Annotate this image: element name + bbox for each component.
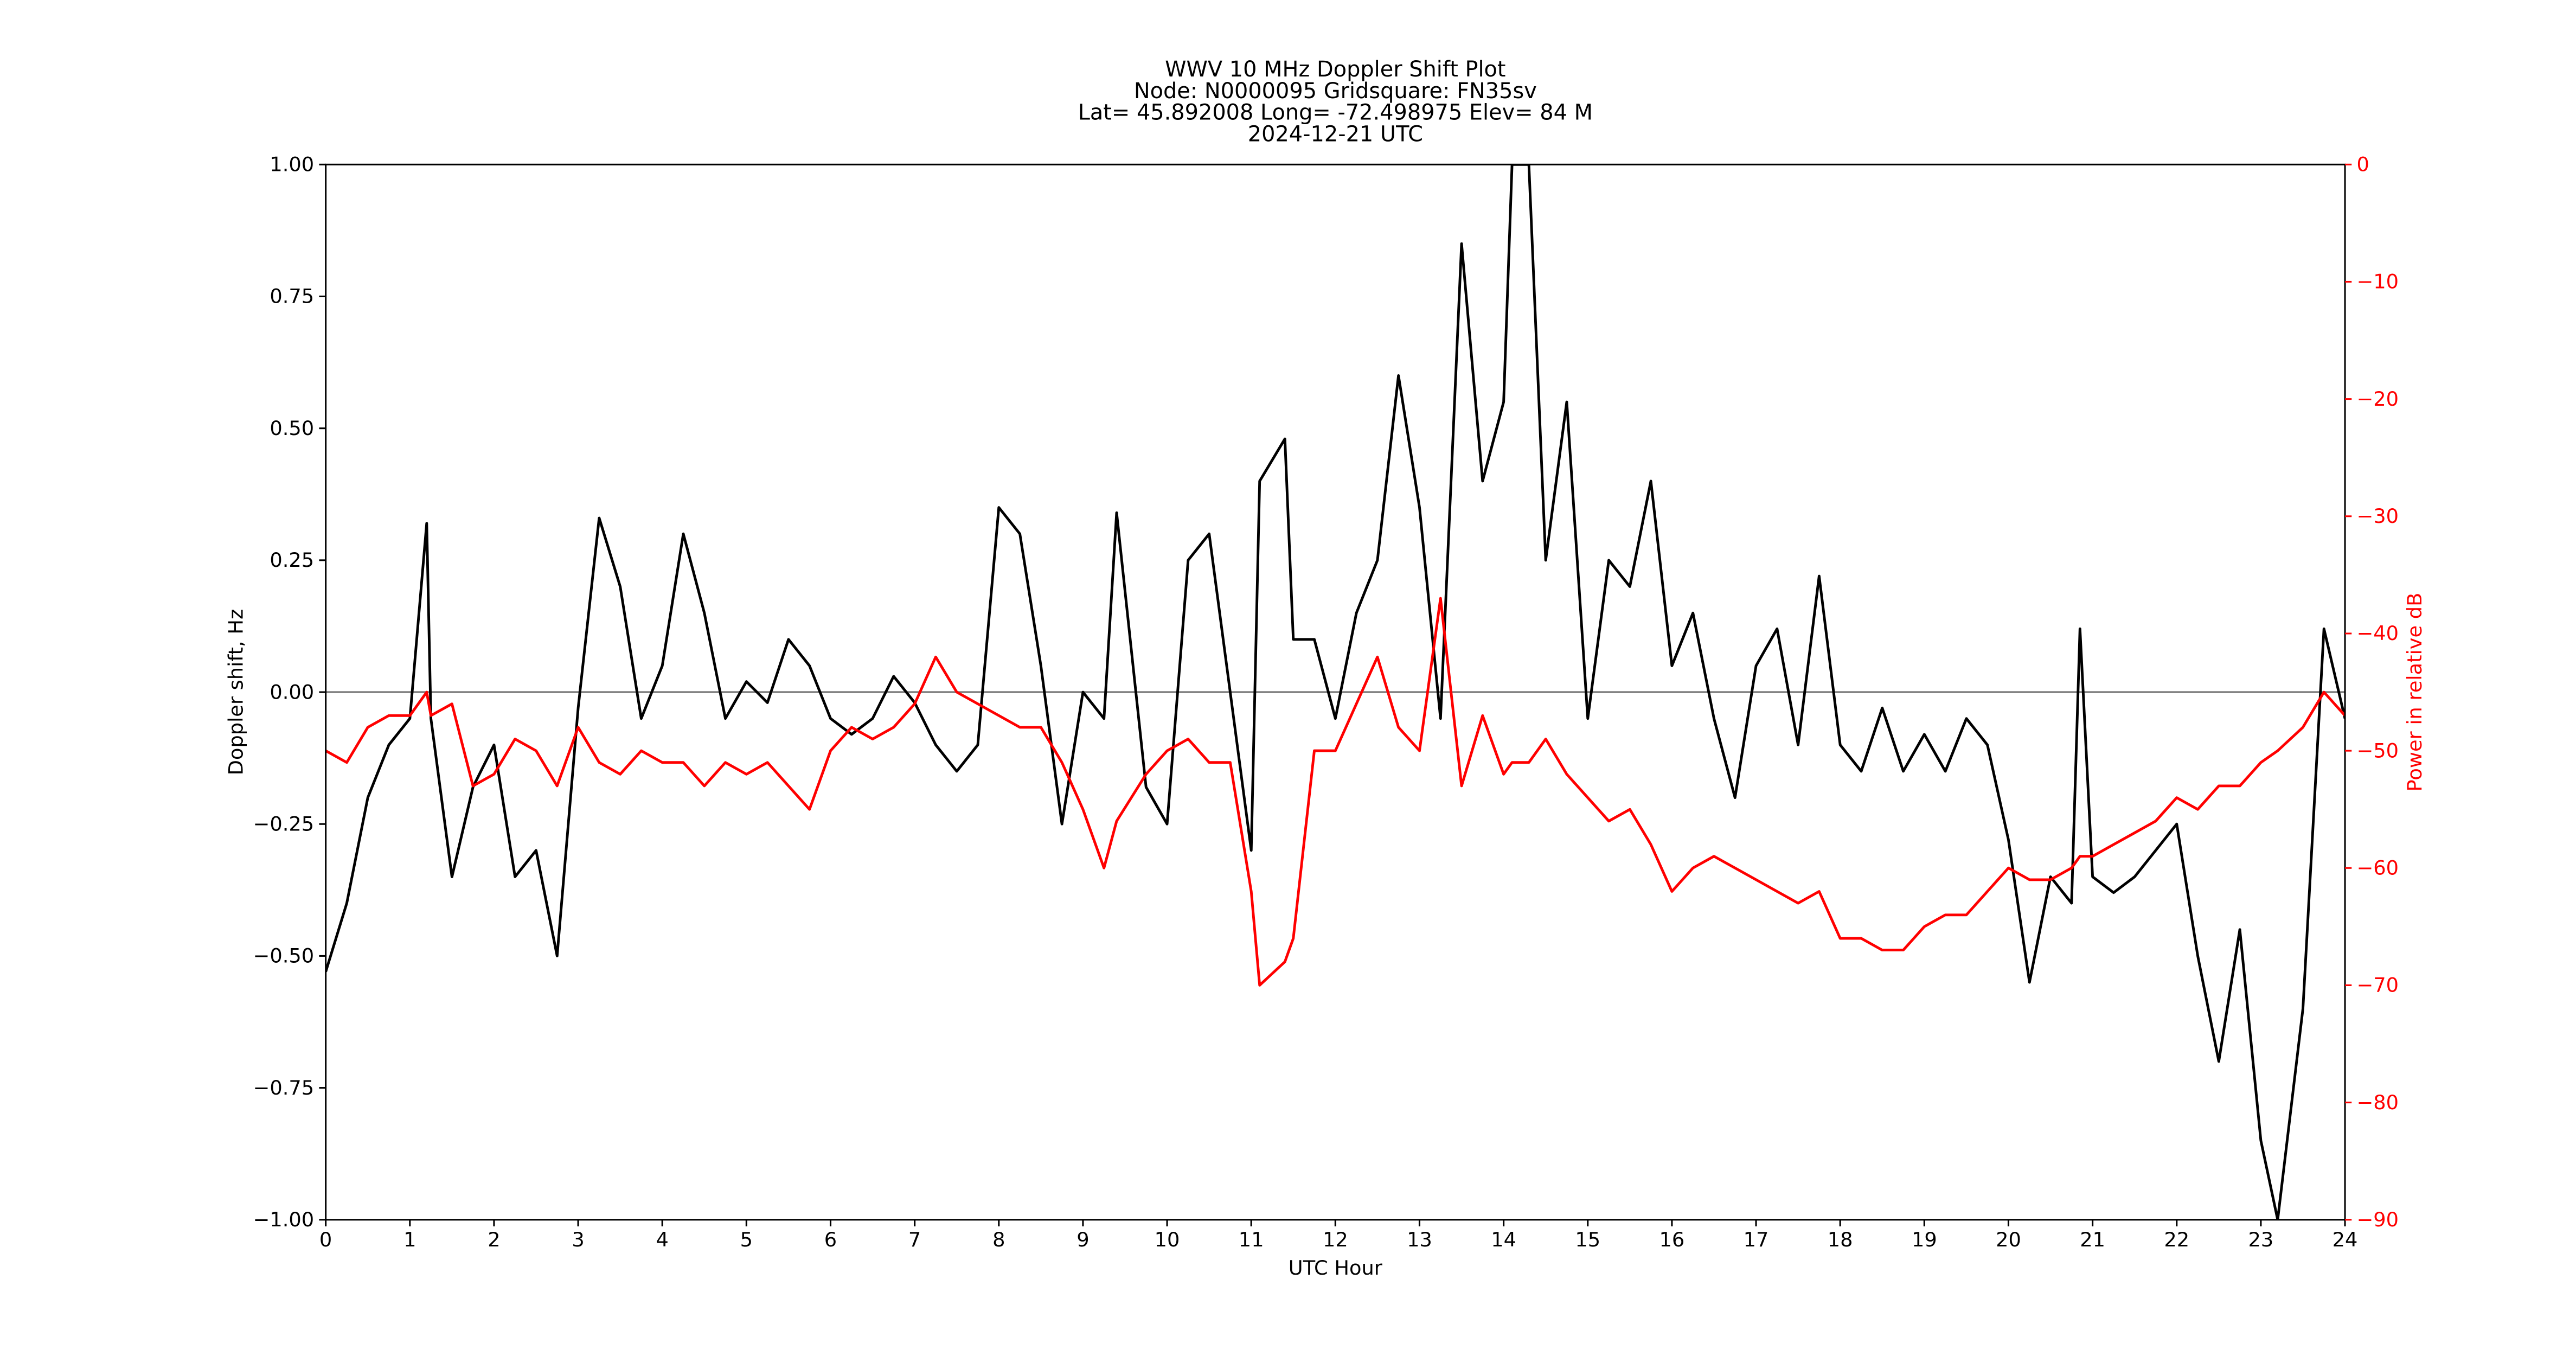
- x-tick-label: 1: [403, 1228, 416, 1251]
- x-tick-label: 21: [2080, 1228, 2105, 1251]
- x-tick-label: 8: [992, 1228, 1005, 1251]
- chart-title: Lat= 45.892008 Long= -72.498975 Elev= 84…: [1078, 100, 1593, 125]
- chart-title: 2024-12-21 UTC: [1248, 121, 1423, 146]
- x-tick-label: 24: [2333, 1228, 2358, 1251]
- x-tick-label: 4: [656, 1228, 669, 1251]
- x-tick-label: 17: [1744, 1228, 1769, 1251]
- y2-tick-label: −70: [2356, 974, 2399, 997]
- y2-tick-label: −30: [2356, 504, 2399, 528]
- y-tick-label: 0.00: [270, 680, 314, 703]
- x-tick-label: 2: [488, 1228, 500, 1251]
- y2-tick-label: −50: [2356, 739, 2399, 762]
- y2-tick-label: −80: [2356, 1091, 2399, 1114]
- x-tick-label: 9: [1076, 1228, 1089, 1251]
- chart-title: Node: N0000095 Gridsquare: FN35sv: [1134, 79, 1537, 104]
- y2-axis-label: Power in relative dB: [2403, 593, 2426, 792]
- x-tick-label: 13: [1407, 1228, 1432, 1251]
- y2-tick-label: 0: [2356, 153, 2369, 176]
- y-tick-label: −0.25: [253, 812, 315, 835]
- x-tick-label: 12: [1323, 1228, 1348, 1251]
- x-tick-label: 20: [1996, 1228, 2021, 1251]
- y-tick-label: 1.00: [270, 153, 314, 176]
- y-tick-label: −0.75: [253, 1076, 315, 1099]
- chart-title: WWV 10 MHz Doppler Shift Plot: [1165, 57, 1505, 82]
- x-tick-label: 18: [1828, 1228, 1853, 1251]
- y2-tick-label: −90: [2356, 1208, 2399, 1231]
- x-tick-label: 5: [740, 1228, 753, 1251]
- y2-tick-label: −20: [2356, 387, 2399, 411]
- x-tick-label: 0: [319, 1228, 332, 1251]
- x-tick-label: 3: [572, 1228, 584, 1251]
- y2-tick-label: −60: [2356, 856, 2399, 880]
- y-tick-label: 0.50: [270, 417, 314, 440]
- y2-tick-label: −40: [2356, 622, 2399, 645]
- data-line: [325, 164, 2346, 1220]
- x-tick-label: 23: [2248, 1228, 2274, 1251]
- y-tick-label: 0.25: [270, 548, 314, 572]
- x-tick-label: 15: [1575, 1228, 1600, 1251]
- x-tick-label: 22: [2164, 1228, 2189, 1251]
- x-axis-label: UTC Hour: [1289, 1256, 1383, 1280]
- y-tick-label: 0.75: [270, 285, 314, 308]
- x-tick-label: 10: [1155, 1228, 1180, 1251]
- x-tick-label: 6: [824, 1228, 837, 1251]
- x-tick-label: 14: [1491, 1228, 1516, 1251]
- x-tick-label: 7: [908, 1228, 921, 1251]
- x-tick-label: 16: [1659, 1228, 1685, 1251]
- y2-tick-label: −10: [2356, 270, 2399, 293]
- x-tick-label: 11: [1239, 1228, 1264, 1251]
- y-axis-label: Doppler shift, Hz: [224, 609, 247, 776]
- x-tick-label: 19: [1912, 1228, 1937, 1251]
- y-tick-label: −0.50: [253, 944, 315, 968]
- data-line: [325, 597, 2346, 987]
- y-tick-label: −1.00: [253, 1208, 315, 1231]
